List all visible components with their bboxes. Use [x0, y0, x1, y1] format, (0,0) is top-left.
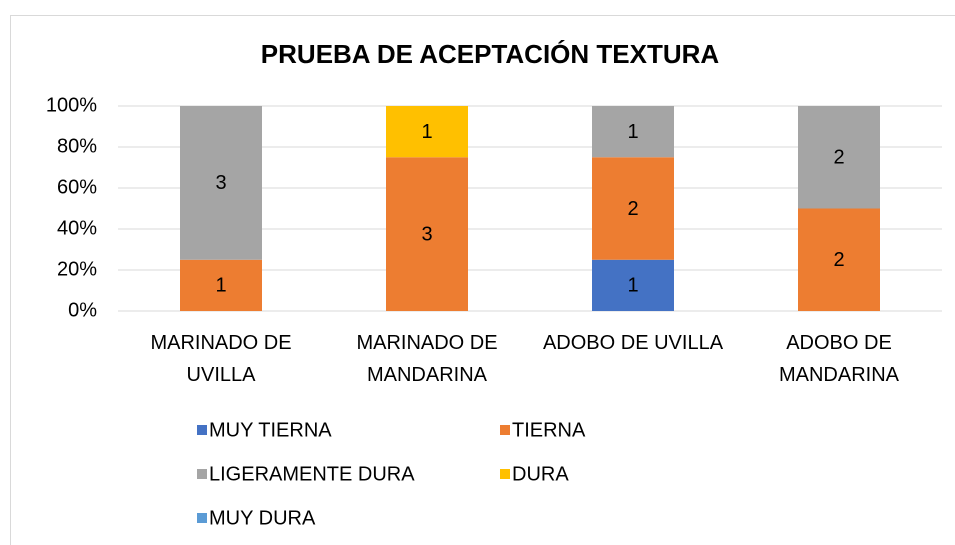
data-label: 2: [627, 198, 638, 220]
data-label: 1: [215, 275, 226, 297]
x-tick-label: MARINADO DE UVILLA: [150, 332, 292, 386]
legend-swatch: [197, 513, 207, 523]
legend-swatch: [500, 469, 510, 479]
bar-segment: [386, 106, 468, 158]
legend-label: DURA: [512, 463, 569, 485]
bar-segment: [592, 259, 674, 311]
bar-segment: [180, 106, 262, 260]
bar-segment: [798, 106, 880, 209]
bar-segment: [180, 259, 262, 311]
y-tick-label: 0%: [68, 299, 97, 321]
y-tick-label: 60%: [57, 176, 97, 198]
legend-label: MUY DURA: [209, 507, 316, 529]
x-tick-label: ADOBO DE MANDARINA: [778, 332, 899, 386]
data-label: 2: [833, 147, 844, 169]
bar-segment: [592, 106, 674, 158]
data-label: 1: [627, 275, 638, 297]
y-tick-label: 80%: [57, 135, 97, 157]
bar-segment: [798, 208, 880, 311]
y-tick-label: 20%: [57, 258, 97, 280]
data-label: 1: [627, 121, 638, 143]
y-tick-label: 100%: [46, 94, 97, 116]
legend-label: TIERNA: [512, 419, 586, 441]
x-tick-label: MARINADO DE MANDARINA: [356, 332, 498, 386]
x-tick-label: ADOBO DE UVILLA: [542, 332, 724, 354]
chart-frame: [10, 15, 955, 545]
legend-swatch: [197, 425, 207, 435]
y-tick-label: 40%: [57, 217, 97, 239]
bar-segment: [592, 157, 674, 260]
legend-label: MUY TIERNA: [209, 419, 332, 441]
legend-swatch: [197, 469, 207, 479]
data-label: 2: [833, 249, 844, 271]
legend-label: LIGERAMENTE DURA: [209, 463, 415, 485]
data-label: 3: [215, 172, 226, 194]
bar-segment: [386, 157, 468, 311]
legend-swatch: [500, 425, 510, 435]
data-label: 1: [421, 121, 432, 143]
data-label: 3: [421, 223, 432, 245]
chart-title: PRUEBA DE ACEPTACIÓN TEXTURA: [261, 39, 720, 69]
